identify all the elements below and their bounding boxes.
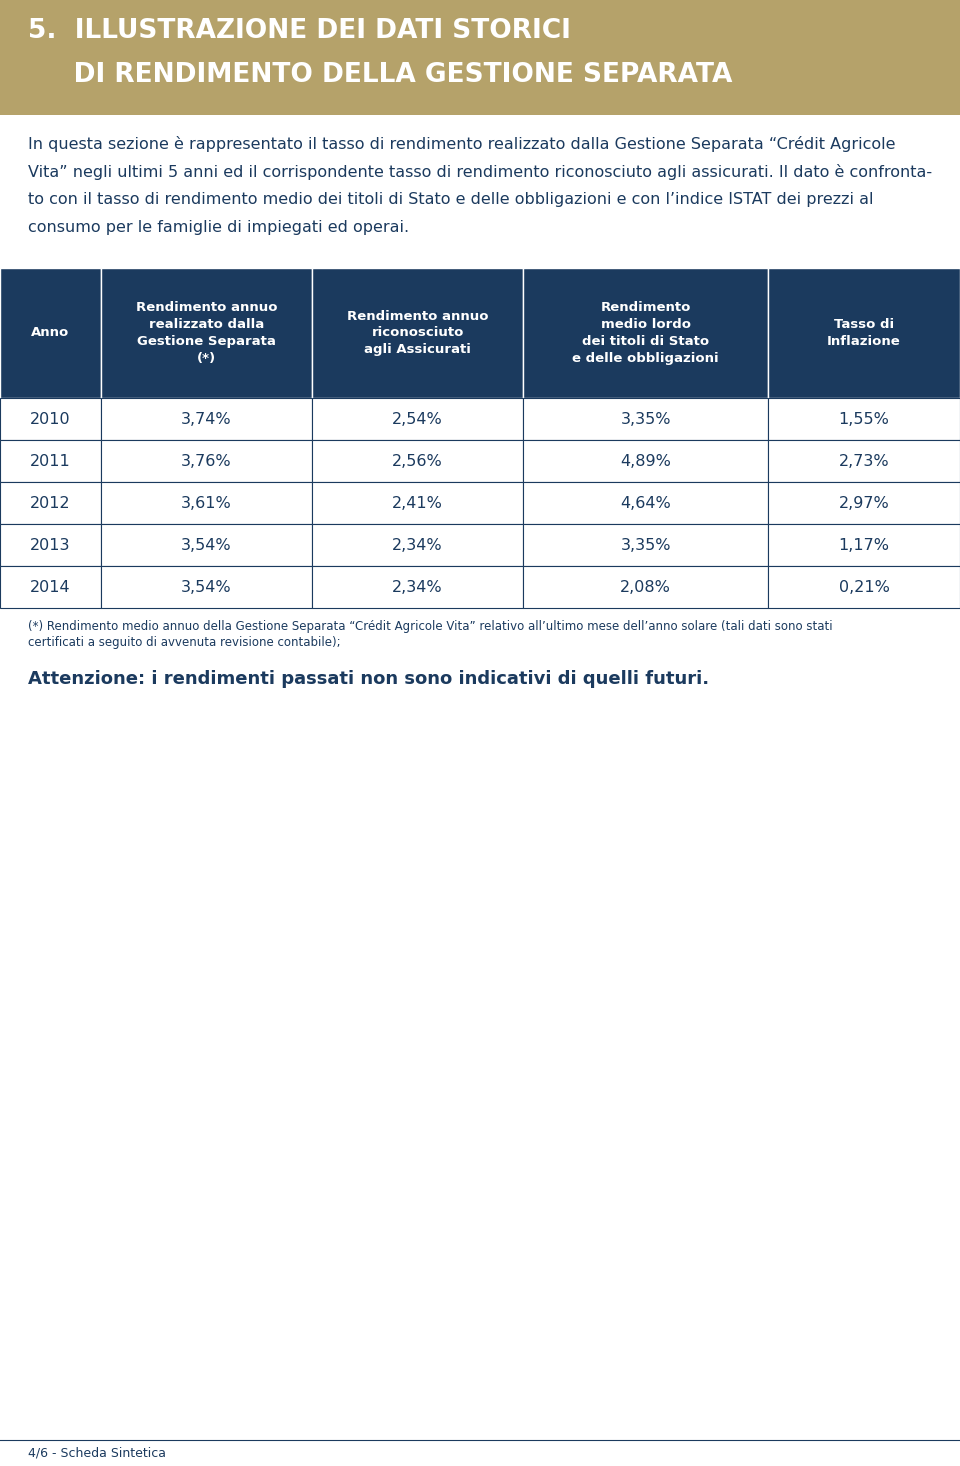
Bar bbox=[0, 482, 101, 523]
Text: 2,97%: 2,97% bbox=[839, 496, 889, 510]
Text: 2011: 2011 bbox=[30, 453, 71, 469]
Bar bbox=[0, 523, 101, 566]
Bar bbox=[523, 268, 768, 397]
Text: 2012: 2012 bbox=[30, 496, 71, 510]
Bar bbox=[768, 397, 960, 440]
Bar bbox=[523, 397, 768, 440]
Bar bbox=[523, 523, 768, 566]
Bar bbox=[312, 440, 523, 482]
Bar bbox=[768, 523, 960, 566]
Text: 2014: 2014 bbox=[30, 579, 71, 595]
Text: Rendimento annuo
realizzato dalla
Gestione Separata
(*): Rendimento annuo realizzato dalla Gestio… bbox=[135, 301, 277, 365]
Text: Attenzione: i rendimenti passati non sono indicativi di quelli futuri.: Attenzione: i rendimenti passati non son… bbox=[28, 670, 709, 688]
Text: 1,17%: 1,17% bbox=[838, 538, 890, 553]
Bar bbox=[0, 0, 960, 114]
Text: Rendimento
medio lordo
dei titoli di Stato
e delle obbligazioni: Rendimento medio lordo dei titoli di Sta… bbox=[572, 301, 719, 365]
Bar bbox=[101, 482, 312, 523]
Text: 4,64%: 4,64% bbox=[620, 496, 671, 510]
Bar bbox=[312, 397, 523, 440]
Text: consumo per le famiglie di impiegati ed operai.: consumo per le famiglie di impiegati ed … bbox=[28, 220, 409, 235]
Text: 3,61%: 3,61% bbox=[181, 496, 231, 510]
Text: In questa sezione è rappresentato il tasso di rendimento realizzato dalla Gestio: In questa sezione è rappresentato il tas… bbox=[28, 136, 896, 152]
Text: 3,76%: 3,76% bbox=[181, 453, 231, 469]
Bar bbox=[0, 268, 101, 397]
Bar bbox=[101, 397, 312, 440]
Bar bbox=[312, 268, 523, 397]
Text: 3,35%: 3,35% bbox=[620, 538, 671, 553]
Text: 3,54%: 3,54% bbox=[181, 579, 231, 595]
Bar bbox=[523, 566, 768, 608]
Bar bbox=[768, 268, 960, 397]
Bar bbox=[0, 566, 101, 608]
Bar bbox=[312, 566, 523, 608]
Text: DI RENDIMENTO DELLA GESTIONE SEPARATA: DI RENDIMENTO DELLA GESTIONE SEPARATA bbox=[28, 62, 732, 88]
Bar bbox=[0, 397, 101, 440]
Bar bbox=[101, 566, 312, 608]
Text: 1,55%: 1,55% bbox=[839, 412, 889, 427]
Text: Rendimento annuo
riconosciuto
agli Assicurati: Rendimento annuo riconosciuto agli Assic… bbox=[347, 309, 489, 356]
Text: 0,21%: 0,21% bbox=[839, 579, 889, 595]
Text: Vita” negli ultimi 5 anni ed il corrispondente tasso di rendimento riconosciuto : Vita” negli ultimi 5 anni ed il corrispo… bbox=[28, 164, 932, 180]
Text: certificati a seguito di avvenuta revisione contabile);: certificati a seguito di avvenuta revisi… bbox=[28, 636, 341, 649]
Bar bbox=[523, 440, 768, 482]
Text: Anno: Anno bbox=[32, 327, 69, 340]
Text: 2,08%: 2,08% bbox=[620, 579, 671, 595]
Text: 2,54%: 2,54% bbox=[393, 412, 443, 427]
Text: 3,54%: 3,54% bbox=[181, 538, 231, 553]
Text: (*) Rendimento medio annuo della Gestione Separata “Crédit Agricole Vita” relati: (*) Rendimento medio annuo della Gestion… bbox=[28, 620, 832, 633]
Text: 5.  ILLUSTRAZIONE DEI DATI STORICI: 5. ILLUSTRAZIONE DEI DATI STORICI bbox=[28, 18, 571, 44]
Text: 2013: 2013 bbox=[30, 538, 71, 553]
Text: 2,34%: 2,34% bbox=[393, 579, 443, 595]
Bar bbox=[312, 482, 523, 523]
Text: 2,56%: 2,56% bbox=[393, 453, 443, 469]
Bar bbox=[101, 440, 312, 482]
Text: 4,89%: 4,89% bbox=[620, 453, 671, 469]
Bar bbox=[523, 482, 768, 523]
Bar bbox=[312, 523, 523, 566]
Text: 2010: 2010 bbox=[30, 412, 71, 427]
Text: 4/6 - Scheda Sintetica: 4/6 - Scheda Sintetica bbox=[28, 1445, 166, 1459]
Text: 3,35%: 3,35% bbox=[620, 412, 671, 427]
Text: 2,73%: 2,73% bbox=[839, 453, 889, 469]
Bar bbox=[101, 523, 312, 566]
Bar bbox=[101, 268, 312, 397]
Bar bbox=[768, 440, 960, 482]
Text: 2,34%: 2,34% bbox=[393, 538, 443, 553]
Text: to con il tasso di rendimento medio dei titoli di Stato e delle obbligazioni e c: to con il tasso di rendimento medio dei … bbox=[28, 192, 874, 207]
Bar bbox=[768, 566, 960, 608]
Text: 3,74%: 3,74% bbox=[181, 412, 231, 427]
Text: Tasso di
Inflazione: Tasso di Inflazione bbox=[828, 318, 900, 347]
Bar bbox=[768, 482, 960, 523]
Bar bbox=[0, 440, 101, 482]
Text: 2,41%: 2,41% bbox=[393, 496, 443, 510]
